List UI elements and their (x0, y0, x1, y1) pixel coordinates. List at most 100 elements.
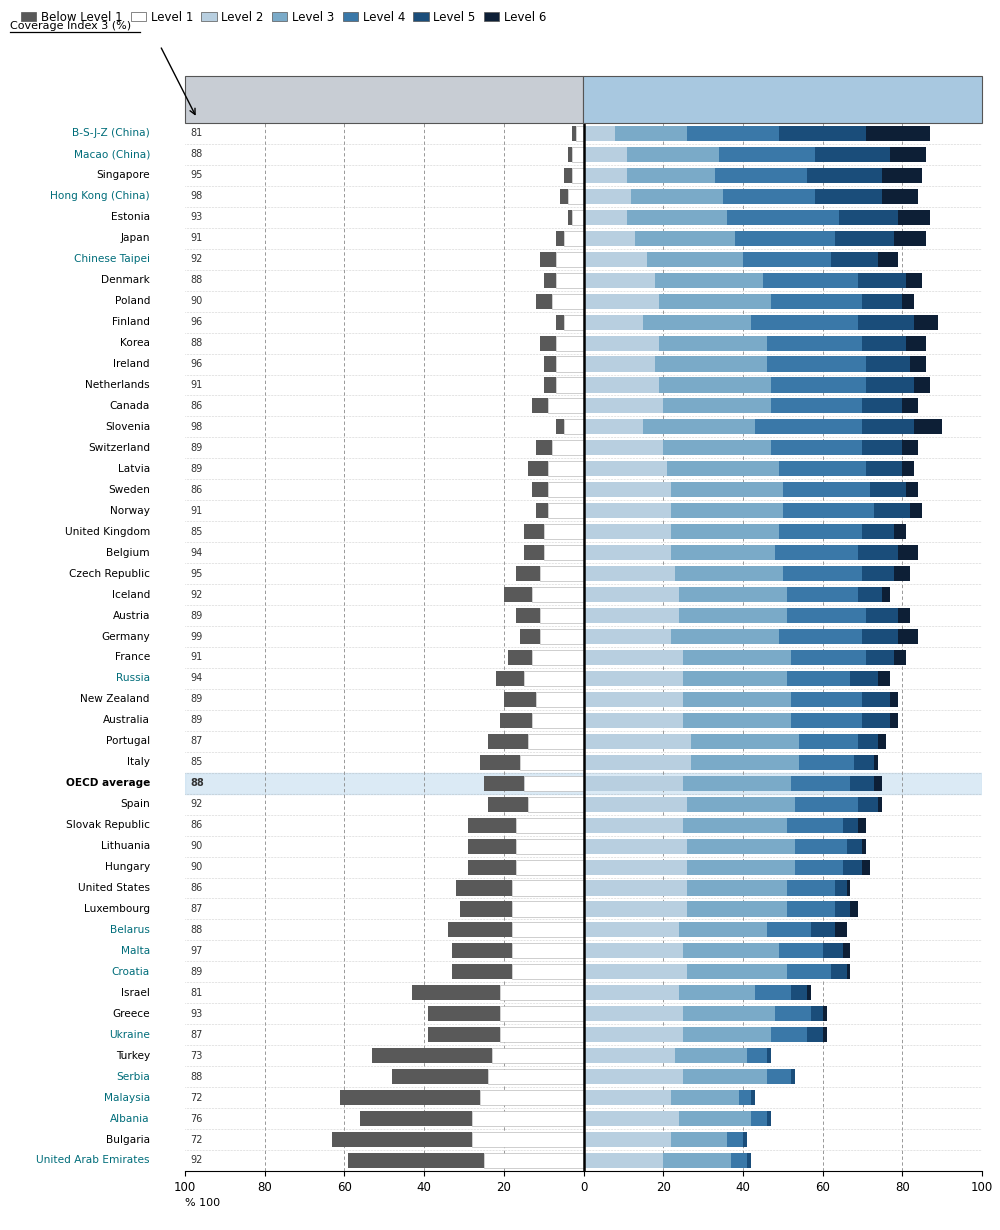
Bar (878, 797, 882, 812)
Text: Denmark: Denmark (101, 276, 150, 285)
Text: 86: 86 (190, 485, 202, 494)
Text: United States: United States (78, 883, 150, 893)
Text: Ireland: Ireland (113, 359, 150, 369)
Bar (671, 524, 779, 539)
Bar (791, 649, 866, 665)
Bar (528, 461, 548, 476)
Bar (683, 1027, 771, 1042)
Bar (727, 210, 839, 225)
Bar (536, 440, 552, 455)
Bar (647, 252, 743, 267)
Bar (584, 461, 667, 476)
Bar (584, 629, 671, 645)
Bar (584, 399, 663, 413)
Text: 88: 88 (190, 338, 202, 348)
Bar (902, 294, 914, 309)
Bar (520, 755, 584, 770)
Bar (683, 713, 791, 728)
Bar (795, 797, 858, 812)
Bar (839, 210, 898, 225)
Bar (584, 1027, 683, 1042)
Bar (516, 608, 540, 624)
Bar (783, 566, 862, 581)
Bar (659, 378, 771, 392)
Bar (564, 419, 584, 434)
Bar (584, 943, 683, 958)
Text: Iceland: Iceland (112, 589, 150, 599)
Legend: Below Level 1, Level 1, Level 2, Level 3, Level 4, Level 5, Level 6: Below Level 1, Level 1, Level 2, Level 3… (16, 6, 551, 28)
Bar (584, 881, 687, 895)
Bar (663, 1153, 731, 1168)
Text: 93: 93 (190, 213, 202, 223)
Bar (544, 545, 584, 560)
Bar (524, 670, 584, 686)
Bar (862, 294, 902, 309)
Text: Finland: Finland (112, 317, 150, 327)
Bar (858, 545, 898, 560)
Bar (862, 399, 902, 413)
Bar (484, 1153, 584, 1168)
Bar (719, 146, 815, 162)
Text: Malta: Malta (121, 946, 150, 956)
Text: Serbia: Serbia (116, 1071, 150, 1081)
Bar (500, 985, 584, 1000)
Bar (584, 545, 671, 560)
Bar (910, 503, 922, 518)
Bar (556, 315, 564, 330)
Text: United Arab Emirates: United Arab Emirates (36, 1155, 150, 1166)
Bar (914, 419, 942, 434)
Text: 76: 76 (190, 1113, 202, 1123)
Bar (556, 252, 584, 267)
Bar (747, 1153, 751, 1168)
Bar (584, 1132, 671, 1148)
Bar (500, 713, 532, 728)
Bar (791, 691, 862, 707)
Bar (771, 440, 862, 455)
Bar (835, 902, 850, 916)
Text: 94: 94 (190, 547, 202, 557)
Bar (671, 503, 783, 518)
Text: 92: 92 (190, 255, 202, 264)
Bar (448, 922, 512, 937)
Bar (584, 252, 647, 267)
Text: Luxembourg: Luxembourg (84, 904, 150, 914)
Bar (850, 902, 858, 916)
Bar (791, 985, 807, 1000)
Bar (584, 440, 663, 455)
Bar (850, 670, 878, 686)
Text: 81: 81 (190, 988, 202, 998)
Text: Lithuania: Lithuania (101, 841, 150, 851)
Bar (727, 1132, 743, 1148)
Bar (683, 818, 787, 833)
Bar (480, 755, 520, 770)
Bar (584, 419, 643, 434)
Bar (532, 649, 584, 665)
Text: Australia: Australia (103, 716, 150, 726)
Bar (862, 691, 890, 707)
Bar (643, 315, 751, 330)
Bar (811, 1006, 823, 1021)
Bar (512, 964, 584, 979)
Bar (584, 713, 683, 728)
Bar (584, 964, 687, 979)
Bar (556, 273, 584, 288)
Bar (536, 294, 552, 309)
Bar (858, 734, 878, 749)
Text: 96: 96 (190, 317, 202, 327)
Bar (675, 1048, 747, 1063)
Bar (524, 524, 544, 539)
Bar (847, 881, 850, 895)
Text: % 100: % 100 (185, 1198, 220, 1208)
Text: 90: 90 (190, 862, 202, 872)
Bar (779, 524, 862, 539)
Bar (679, 587, 787, 603)
Text: 89: 89 (190, 695, 202, 705)
Text: 91: 91 (190, 652, 202, 663)
Bar (747, 1048, 767, 1063)
Text: 89: 89 (190, 967, 202, 977)
Bar (687, 881, 787, 895)
Bar (683, 1069, 767, 1084)
Bar (898, 210, 930, 225)
Bar (691, 755, 799, 770)
Bar (528, 797, 584, 812)
